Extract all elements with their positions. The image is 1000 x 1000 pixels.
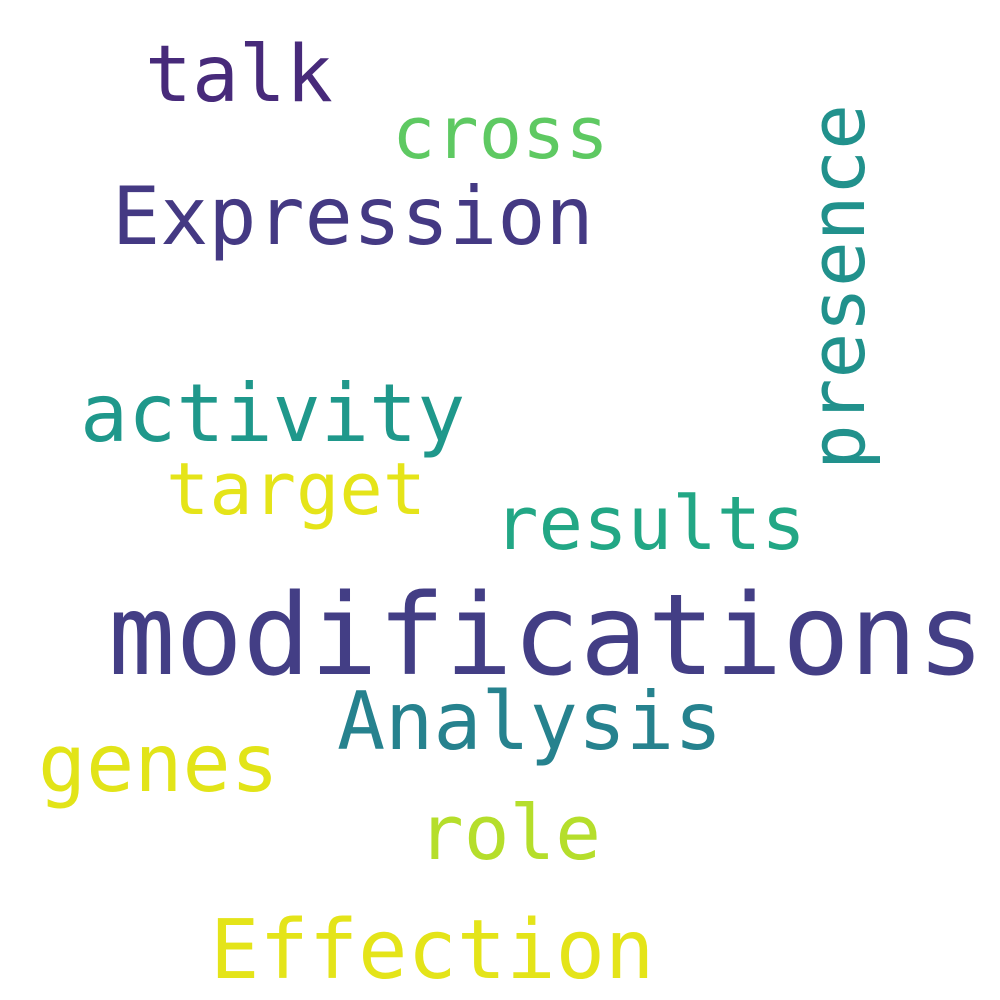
word-cross: cross (392, 91, 609, 175)
word-modifications: modifications (108, 571, 985, 701)
word-talk: talk (145, 30, 333, 120)
word-results: results (494, 481, 806, 567)
word-expression: Expression (112, 170, 594, 263)
word-target: target (166, 447, 427, 531)
word-analysis: Analysis (337, 675, 723, 768)
word-effection: Effection (210, 903, 655, 998)
word-role: role (418, 788, 602, 877)
word-presence: presence (793, 103, 882, 470)
word-activity: activity (80, 367, 466, 460)
word-genes: genes (38, 717, 279, 810)
